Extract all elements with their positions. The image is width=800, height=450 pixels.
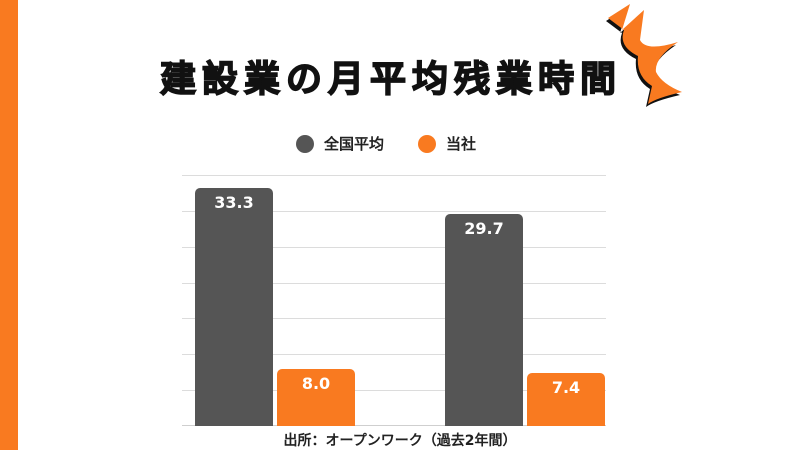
chart-title: 建設業の月平均残業時間 bbox=[159, 58, 623, 101]
legend-dot-national bbox=[296, 134, 314, 153]
gridline bbox=[182, 283, 606, 284]
legend-dot-company bbox=[418, 134, 437, 153]
bar-value: 33.3 bbox=[214, 193, 254, 212]
bar-company-1: 8.0 bbox=[277, 369, 355, 426]
legend-item-national: 全国平均 bbox=[296, 133, 384, 154]
bar-value: 8.0 bbox=[301, 374, 331, 393]
legend-item-company: 当社 bbox=[418, 133, 476, 154]
gridline bbox=[182, 318, 606, 319]
bar-national-2: 29.7 bbox=[445, 214, 523, 426]
accent-stripe bbox=[0, 0, 18, 450]
bar-chart: 33.3 8.0 29.7 7.4 bbox=[182, 160, 606, 426]
source-note: 出所：オープンワーク（過去2年間） bbox=[283, 433, 517, 449]
chart-legend: 全国平均 当社 bbox=[296, 133, 510, 154]
bar-company-2: 7.4 bbox=[527, 373, 605, 426]
gridline bbox=[182, 211, 606, 212]
bar-national-1: 33.3 bbox=[195, 188, 273, 426]
legend-label: 全国平均 bbox=[324, 135, 385, 153]
bar-value: 29.7 bbox=[464, 219, 504, 238]
gridline bbox=[182, 390, 606, 391]
gridline bbox=[182, 354, 606, 355]
burst-icon bbox=[606, 4, 682, 107]
gridline bbox=[182, 175, 606, 176]
bar-value: 7.4 bbox=[551, 378, 581, 397]
gridline bbox=[182, 247, 606, 248]
baseline bbox=[182, 425, 606, 426]
legend-label: 当社 bbox=[446, 135, 477, 153]
